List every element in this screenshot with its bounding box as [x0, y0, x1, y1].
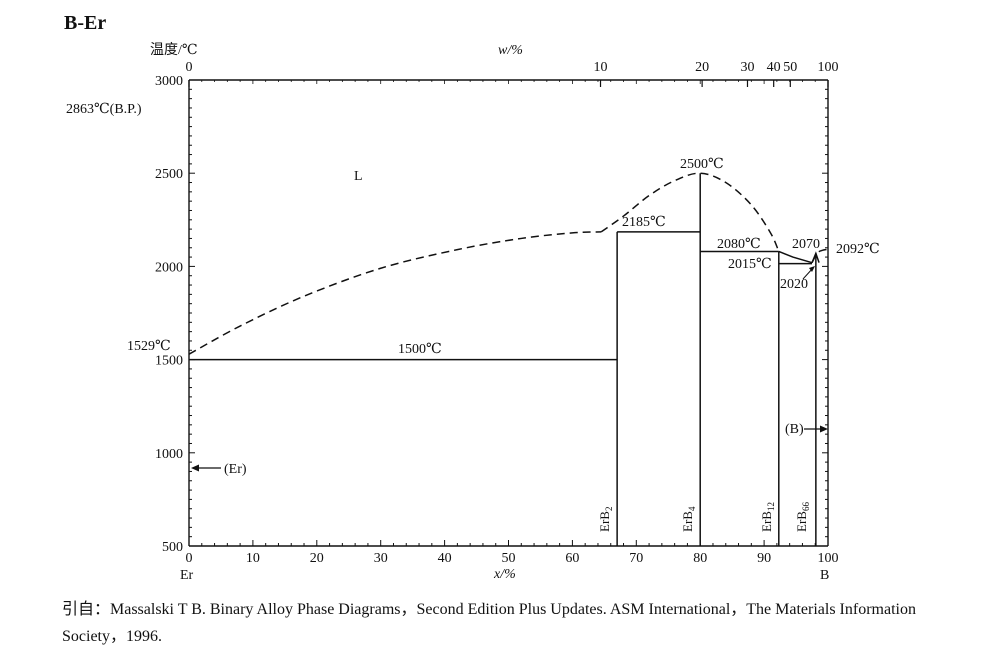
y-tick-label: 2000: [155, 260, 183, 275]
y-tick-label: 500: [162, 540, 183, 555]
er-arrow-icon: [191, 464, 221, 472]
b-2020-arrow-icon: [802, 266, 815, 280]
x-tick-label: 90: [757, 551, 771, 566]
top-tick-label: 40: [767, 60, 781, 75]
top-axis-label: w/%: [498, 43, 523, 58]
lines-layer: [188, 172, 829, 546]
label-er-phase: (Er): [224, 462, 247, 477]
chart-title: B-Er: [64, 12, 107, 34]
x-tick-label: 40: [438, 551, 452, 566]
top-tick-label: 100: [818, 60, 839, 75]
top-tick-label: 20: [695, 60, 709, 75]
b-arrow-icon: [804, 425, 828, 433]
axis-layer: 0 10 20 30 40 50 60 70 80 90 100500100015002000250…: [155, 60, 839, 566]
end-label-er: Er: [180, 568, 194, 583]
x-tick-label: 30: [374, 551, 388, 566]
top-tick-label: 10: [594, 60, 608, 75]
x-tick-label: 50: [502, 551, 516, 566]
phase-label-erb4: ErB4: [680, 506, 697, 532]
label-1500: 1500℃: [398, 342, 442, 357]
top-tick-label: 0: [186, 60, 193, 75]
label-2015: 2015℃: [728, 257, 772, 272]
label-2070: 2070: [792, 237, 820, 252]
top-tick-label: 30: [740, 60, 754, 75]
top-tick-label: 50: [783, 60, 797, 75]
label-b-phase: (B): [785, 422, 804, 437]
x-tick-label: 60: [565, 551, 579, 566]
label-2185: 2185℃: [622, 215, 666, 230]
y-tick-label: 1000: [155, 447, 183, 462]
liquidus-er-side: [188, 231, 602, 355]
x-tick-label: 10: [246, 551, 260, 566]
y-tick-label: 1500: [155, 354, 183, 369]
citation-text: 引自：Massalski T B. Binary Alloy Phase Dia…: [62, 601, 916, 645]
label-2020: 2020: [780, 277, 808, 292]
label-2092: 2092℃: [836, 242, 880, 257]
phase-diagram: 0 10 20 30 40 50 60 70 80 90 100500100015002000250…: [66, 42, 880, 583]
x-axis-label: x/%: [493, 567, 516, 582]
phase-label-erb66: ErB66: [794, 502, 811, 532]
label-bp: 2863℃(B.P.): [66, 102, 142, 117]
liquidus-b-side: [811, 248, 829, 264]
x-tick-label: 100: [818, 551, 839, 566]
label-er-melt: 1529℃: [127, 339, 171, 354]
y-tick-label: 3000: [155, 74, 183, 89]
label-liquid: L: [354, 169, 363, 184]
x-tick-label: 0: [186, 551, 193, 566]
liquidus-b-solid: [778, 250, 813, 264]
phase-label-erb2: ErB2: [597, 507, 614, 532]
phase-label-erb12: ErB12: [759, 502, 776, 532]
x-tick-label: 80: [693, 551, 707, 566]
y-axis-label: 温度/℃: [150, 42, 198, 58]
label-2080: 2080℃: [717, 237, 761, 252]
x-tick-label: 70: [629, 551, 643, 566]
end-label-b: B: [820, 568, 829, 583]
y-tick-label: 2500: [155, 167, 183, 182]
x-tick-label: 20: [310, 551, 324, 566]
label-2500: 2500℃: [680, 157, 724, 172]
labels-layer: 温度/℃ w/% x/% Er B 2863℃(B.P.) 1529℃ 1500…: [66, 42, 880, 583]
